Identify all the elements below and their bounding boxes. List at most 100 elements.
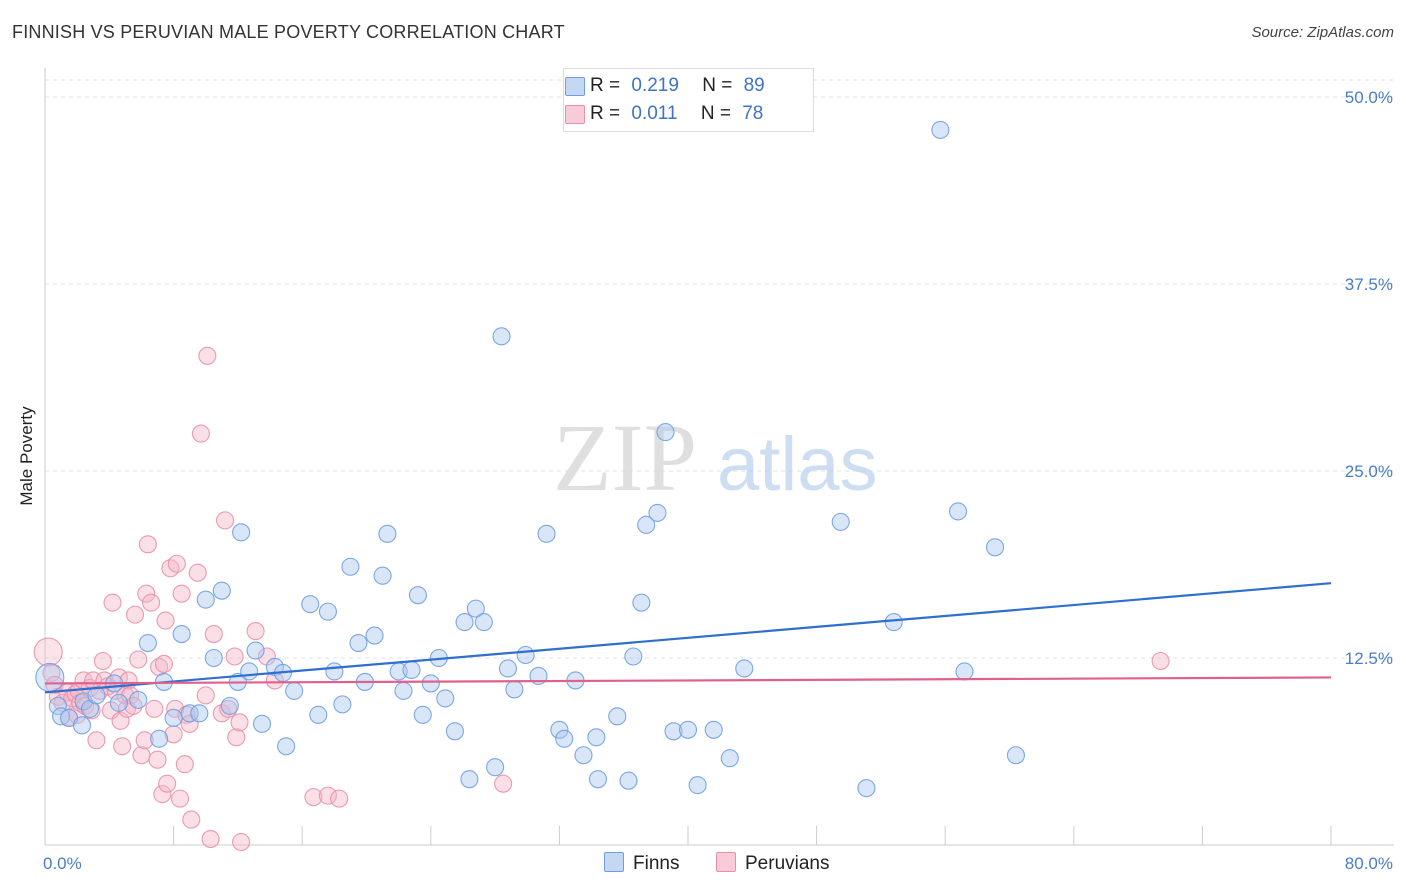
finns-point	[656, 423, 675, 442]
peruvians-point	[201, 829, 220, 849]
peruvians-n-value: 78	[742, 103, 764, 124]
peruvians-point	[125, 605, 145, 624]
peruvians-point	[87, 731, 106, 750]
peruvians-point	[227, 728, 246, 747]
finns-point	[421, 674, 440, 693]
axes	[44, 68, 1394, 846]
peruvians-point	[154, 654, 174, 674]
legend-item-peruvians[interactable]: Peruvians	[716, 852, 830, 876]
finns-point	[720, 749, 739, 768]
finns-point	[378, 524, 397, 543]
peruvians-point	[246, 622, 265, 641]
peruvians-point	[153, 785, 172, 804]
finns-point	[555, 729, 574, 748]
zipatlas-watermark: ZIP atlas	[553, 404, 878, 511]
peruvians-point	[156, 611, 175, 630]
peruvians-point	[71, 693, 90, 712]
finns-point	[436, 689, 455, 708]
peruvians-point	[148, 750, 167, 769]
y-tick-label: 37.5%	[1345, 275, 1393, 294]
peruvians-point	[182, 810, 201, 829]
finns-point	[648, 503, 667, 522]
finns-point	[486, 758, 505, 777]
finns-point	[402, 660, 421, 680]
finns-point	[180, 704, 199, 723]
finns-point	[220, 696, 239, 715]
finns-point	[884, 613, 903, 632]
finns-n-label: N =	[702, 75, 733, 96]
finns-trend-line	[44, 582, 1332, 694]
legend-peruvians-label: Peruvians	[745, 853, 830, 874]
stats-legend: R = 0.219 N = 89 R = 0.011 N = 78	[563, 68, 814, 132]
finns-point	[150, 729, 169, 748]
finns-point	[204, 648, 223, 668]
legend-item-finns[interactable]: Finns	[604, 852, 679, 876]
watermark-atlas: atlas	[717, 422, 878, 507]
finns-r-label: R =	[590, 75, 621, 96]
peruvians-point	[172, 584, 191, 603]
finns-point	[240, 662, 259, 681]
peruvians-point	[137, 584, 156, 603]
peruvians-r-label: R =	[590, 103, 621, 124]
peruvians-point	[191, 424, 210, 443]
finns-point	[35, 662, 65, 692]
finns-point	[574, 746, 593, 765]
finns-point	[949, 502, 968, 521]
finns-point	[619, 771, 638, 790]
finns-point	[413, 705, 432, 724]
finns-point	[608, 707, 627, 726]
finns-point	[277, 737, 296, 756]
peruvians-point	[113, 737, 132, 756]
finns-point	[455, 613, 474, 632]
finns-point	[318, 602, 337, 621]
finns-point	[664, 722, 683, 741]
finns-point	[190, 704, 209, 723]
series-legend: Finns Peruvians	[0, 850, 1406, 878]
peruvians-point	[494, 774, 513, 793]
finns-point	[460, 770, 479, 789]
peruvians-point	[318, 786, 337, 805]
stats-row-finns: R = 0.219 N = 89	[565, 72, 765, 100]
finns-point	[587, 728, 606, 747]
peruvians-point	[215, 511, 235, 530]
finns-point	[474, 613, 493, 632]
y-tick-label: 50.0%	[1345, 88, 1393, 107]
peruvians-point	[138, 535, 157, 554]
finns-point	[196, 590, 215, 609]
peruvians-point	[170, 789, 190, 808]
finns-point	[138, 633, 157, 653]
finns-point	[955, 662, 974, 681]
finns-point	[394, 681, 413, 700]
peruvians-point	[166, 699, 185, 718]
peruvians-r-value: 0.011	[631, 103, 678, 124]
finns-point	[87, 686, 106, 705]
finns-point	[325, 662, 344, 681]
peruvians-point	[124, 696, 143, 715]
y-tick-label: 25.0%	[1345, 462, 1393, 481]
finns-point	[129, 690, 148, 709]
peruvians-point	[219, 699, 238, 718]
finns-point	[505, 680, 524, 699]
finns-point	[735, 659, 754, 678]
tick-labels: 12.5% 25.0% 37.5% 50.0% 0.0% 80.0%	[43, 88, 1393, 873]
finns-point	[516, 645, 535, 665]
peruvians-point	[33, 637, 63, 667]
peruvians-point	[135, 731, 154, 750]
peruvians-swatch	[565, 105, 585, 124]
peruvians-points	[33, 346, 1170, 852]
trend-lines	[44, 582, 1332, 694]
finns-point	[48, 696, 67, 715]
peruvians-point	[103, 593, 122, 612]
peruvians-point	[93, 651, 112, 671]
finns-point	[333, 695, 352, 714]
peruvians-point	[230, 713, 249, 732]
peruvians-point	[167, 554, 186, 573]
stats-row-peruvians: R = 0.011 N = 78	[565, 100, 764, 128]
finns-point	[588, 770, 608, 789]
finns-point	[985, 538, 1005, 557]
finns-point	[109, 693, 128, 712]
finns-point	[72, 716, 92, 735]
legend-finns-label: Finns	[633, 853, 680, 874]
finns-point	[688, 776, 707, 795]
